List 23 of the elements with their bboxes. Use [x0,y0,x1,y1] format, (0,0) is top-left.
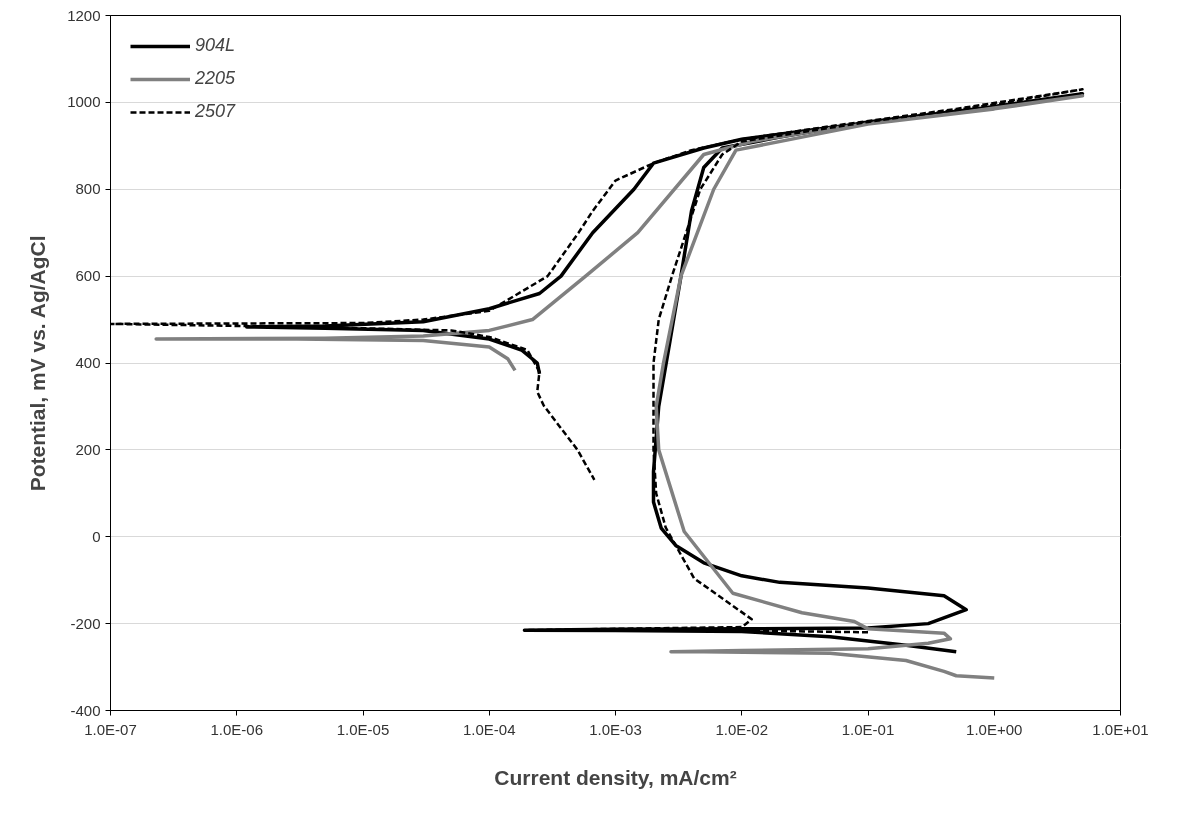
y-tick-label: 1000 [67,93,101,111]
x-tick-label: 1.0E-03 [589,720,642,738]
legend-label: 904L [195,35,236,56]
x-tick-label: 1.0E-07 [84,720,137,738]
y-axis-title: Potential, mV vs. Ag/AgCl [26,235,50,492]
y-tick-label: -200 [70,614,101,632]
y-tick-label: 1200 [67,6,101,24]
x-axis-title: Current density, mA/cm² [494,765,737,789]
x-tick-label: 1.0E-02 [715,720,769,738]
x-tick-label: 1.0E-04 [462,720,516,738]
legend-label: 2205 [195,68,236,89]
legend-label: 2507 [195,101,236,122]
x-tick-label: 1.0E-01 [841,720,895,738]
y-tick-label: 200 [75,440,101,458]
y-tick-label: 800 [75,180,101,198]
y-tick-label: 0 [92,527,101,545]
y-tick-label: -400 [70,701,101,719]
y-tick-label: 600 [75,267,101,285]
x-tick-label: 1.0E-05 [336,720,390,738]
x-tick-label: 1.0E+01 [1092,720,1149,738]
x-tick-label: 1.0E+00 [966,720,1023,738]
y-tick-label: 400 [75,354,101,371]
x-tick-label: 1.0E-06 [210,720,264,738]
